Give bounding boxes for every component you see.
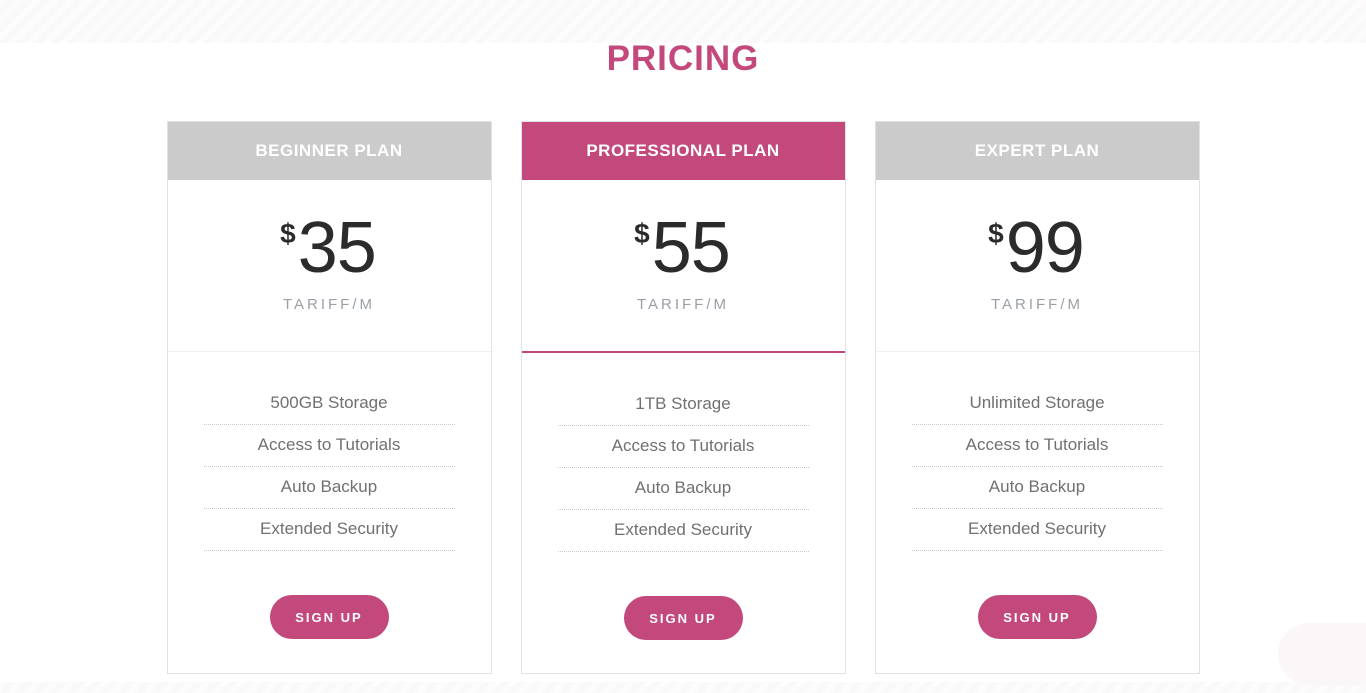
price-amount: 99 (1005, 208, 1085, 288)
feature-item: Extended Security (911, 509, 1163, 551)
feature-item: Unlimited Storage (911, 383, 1163, 425)
feature-item: Auto Backup (557, 468, 809, 510)
price: $35 (168, 212, 491, 284)
feature-item: 1TB Storage (557, 384, 809, 426)
feature-item: 500GB Storage (203, 383, 455, 425)
price-period: TARIFF/M (636, 296, 730, 313)
feature-item: Extended Security (557, 510, 809, 552)
feature-item: Extended Security (203, 509, 455, 551)
feature-item: Access to Tutorials (203, 425, 455, 467)
price: $99 (876, 212, 1199, 284)
cta-area: SIGN UP (522, 552, 845, 673)
feature-list: Unlimited Storage Access to Tutorials Au… (876, 352, 1199, 551)
feature-item: Auto Backup (203, 467, 455, 509)
feature-list: 1TB Storage Access to Tutorials Auto Bac… (522, 353, 845, 552)
corner-decoration (1278, 623, 1366, 685)
top-decoration-strip (0, 0, 1366, 43)
pricing-card-expert: EXPERT PLAN $99 TARIFF/M Unlimited Stora… (874, 121, 1200, 674)
cta-area: SIGN UP (168, 551, 491, 672)
plan-header: EXPERT PLAN (875, 122, 1199, 180)
page-title: PRICING (606, 39, 760, 78)
price-amount: 35 (297, 208, 377, 288)
plan-header: PROFESSIONAL PLAN (521, 122, 845, 180)
currency-symbol: $ (634, 218, 650, 249)
feature-item: Auto Backup (911, 467, 1163, 509)
price-amount: 55 (651, 208, 731, 288)
price-period: TARIFF/M (282, 296, 376, 313)
pricing-cards-row: BEGINNER PLAN $35 TARIFF/M 500GB Storage… (0, 121, 1366, 674)
pricing-card-professional: PROFESSIONAL PLAN $55 TARIFF/M 1TB Stora… (520, 121, 846, 674)
bottom-decoration-strip (0, 682, 1366, 693)
price-section: $55 TARIFF/M (521, 180, 845, 353)
feature-item: Access to Tutorials (557, 426, 809, 468)
sign-up-button-expert[interactable]: SIGN UP (977, 595, 1097, 639)
feature-list: 500GB Storage Access to Tutorials Auto B… (168, 352, 491, 551)
pricing-card-beginner: BEGINNER PLAN $35 TARIFF/M 500GB Storage… (166, 121, 492, 674)
feature-item: Access to Tutorials (911, 425, 1163, 467)
price-section: $99 TARIFF/M (875, 180, 1199, 352)
plan-header: BEGINNER PLAN (167, 122, 491, 180)
price: $55 (522, 212, 845, 284)
price-section: $35 TARIFF/M (167, 180, 491, 352)
currency-symbol: $ (280, 218, 296, 249)
cta-area: SIGN UP (876, 551, 1199, 672)
sign-up-button-professional[interactable]: SIGN UP (623, 596, 743, 640)
currency-symbol: $ (988, 218, 1004, 249)
price-period: TARIFF/M (990, 296, 1084, 313)
sign-up-button-beginner[interactable]: SIGN UP (269, 595, 389, 639)
